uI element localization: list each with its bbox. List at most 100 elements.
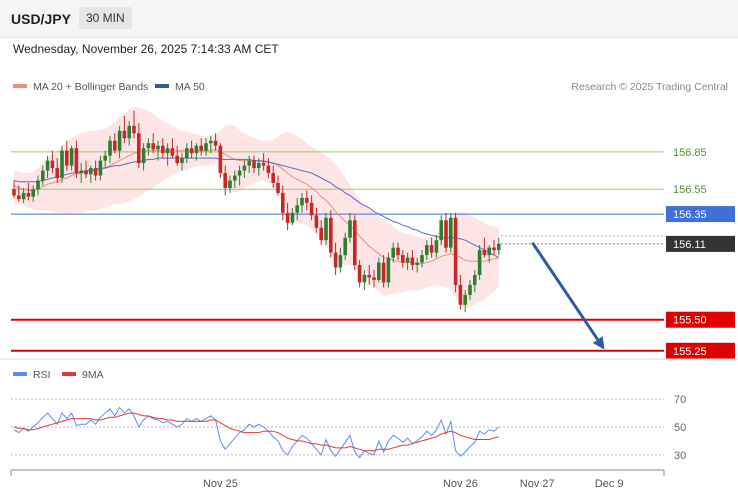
candle bbox=[213, 133, 218, 151]
candle-body bbox=[218, 145, 223, 174]
candle-body bbox=[55, 168, 59, 179]
candle-body bbox=[309, 202, 314, 216]
candle-body bbox=[84, 170, 88, 175]
candle bbox=[367, 265, 371, 285]
candle-body bbox=[151, 143, 155, 150]
level-label-box bbox=[666, 206, 735, 223]
timeframe-button[interactable]: 30 MIN bbox=[79, 7, 132, 29]
candle-body bbox=[482, 250, 487, 256]
candle-body bbox=[305, 197, 309, 203]
candle-body bbox=[353, 220, 357, 266]
rsi-legend: RSI 9MA bbox=[13, 369, 104, 381]
candle-body bbox=[300, 197, 304, 206]
candle bbox=[343, 232, 347, 261]
legend-ma20-label: MA 20 + Bollinger Bands bbox=[33, 81, 148, 93]
candle bbox=[156, 140, 160, 161]
candle-body bbox=[79, 170, 83, 174]
candle-body bbox=[271, 173, 275, 183]
level-labels: 156.85 156.55 156.35 156.11 155.50 155.25 bbox=[666, 147, 735, 359]
candle-body bbox=[449, 217, 453, 248]
level-label-box bbox=[666, 235, 735, 252]
candle bbox=[122, 115, 127, 144]
candle bbox=[228, 175, 232, 193]
candle-body bbox=[281, 192, 285, 213]
candle bbox=[477, 245, 482, 280]
candle-body bbox=[113, 140, 117, 151]
candle bbox=[117, 125, 122, 159]
candle bbox=[50, 150, 55, 174]
candle-body bbox=[477, 250, 482, 275]
candle-body bbox=[357, 265, 362, 283]
candle bbox=[439, 215, 443, 246]
candle-body bbox=[165, 148, 170, 154]
candle bbox=[429, 237, 434, 258]
candle bbox=[252, 155, 256, 174]
candle bbox=[199, 138, 203, 156]
candle-body bbox=[132, 125, 136, 134]
candle-body bbox=[362, 274, 367, 283]
candle bbox=[31, 185, 35, 202]
candle-body bbox=[338, 255, 343, 268]
candle bbox=[12, 180, 16, 198]
candle-body bbox=[36, 180, 40, 190]
candle bbox=[362, 270, 367, 290]
candle bbox=[319, 220, 323, 246]
candle bbox=[314, 207, 319, 233]
level-label-current: 156.11 bbox=[673, 239, 706, 251]
level-label-support: 155.50 bbox=[673, 315, 707, 327]
candle bbox=[305, 190, 309, 211]
legend-swatch-ma50 bbox=[155, 84, 169, 88]
candle-body bbox=[285, 212, 290, 223]
candle-body bbox=[17, 195, 21, 200]
candle bbox=[113, 133, 117, 154]
candle bbox=[300, 192, 304, 213]
candle-body bbox=[257, 163, 261, 169]
candle bbox=[449, 212, 453, 253]
candle bbox=[242, 160, 247, 179]
candle bbox=[257, 158, 261, 176]
candle-body bbox=[410, 257, 415, 266]
candle bbox=[41, 165, 45, 186]
legend-rsi-ma-label: 9MA bbox=[82, 369, 104, 381]
candle-body bbox=[252, 160, 256, 169]
candle-body bbox=[233, 175, 237, 181]
candle bbox=[233, 170, 237, 188]
level-label-resistance: 156.85 bbox=[673, 147, 707, 159]
candle bbox=[36, 175, 40, 196]
candle-body bbox=[276, 183, 280, 193]
candle bbox=[348, 212, 352, 243]
time-tick-label: Nov 25 bbox=[203, 478, 238, 490]
candle-body bbox=[194, 145, 199, 154]
candle-body bbox=[386, 257, 391, 283]
candle bbox=[60, 145, 64, 183]
candle bbox=[405, 252, 410, 270]
forecast-arrow-head bbox=[592, 336, 605, 350]
time-axis: Nov 25 Nov 26 Nov 27 Dec 9 bbox=[10, 469, 665, 490]
level-label-support: 155.25 bbox=[673, 346, 707, 358]
bollinger-band bbox=[14, 107, 499, 308]
candle-body bbox=[65, 150, 69, 166]
time-tick-label: Dec 9 bbox=[595, 478, 624, 490]
candle bbox=[266, 158, 271, 179]
candle-body bbox=[333, 252, 338, 268]
candle-body bbox=[295, 205, 299, 213]
candle-body bbox=[434, 240, 439, 253]
candle-body bbox=[425, 245, 429, 256]
candle bbox=[434, 235, 439, 258]
candle bbox=[175, 145, 179, 166]
candle bbox=[324, 212, 328, 246]
candle-body bbox=[343, 237, 347, 256]
candle-body bbox=[415, 262, 419, 266]
candle-body bbox=[290, 212, 295, 223]
legend-swatch-rsi-ma bbox=[62, 372, 76, 376]
candle-body bbox=[89, 168, 93, 175]
candle bbox=[391, 242, 395, 263]
candle-body bbox=[377, 262, 381, 280]
rsi-grid: 70 50 30 bbox=[11, 394, 686, 462]
candle bbox=[285, 202, 290, 231]
candle bbox=[377, 257, 381, 283]
candle-body bbox=[453, 217, 458, 285]
candle-body bbox=[45, 160, 50, 171]
candle-body bbox=[228, 180, 232, 188]
